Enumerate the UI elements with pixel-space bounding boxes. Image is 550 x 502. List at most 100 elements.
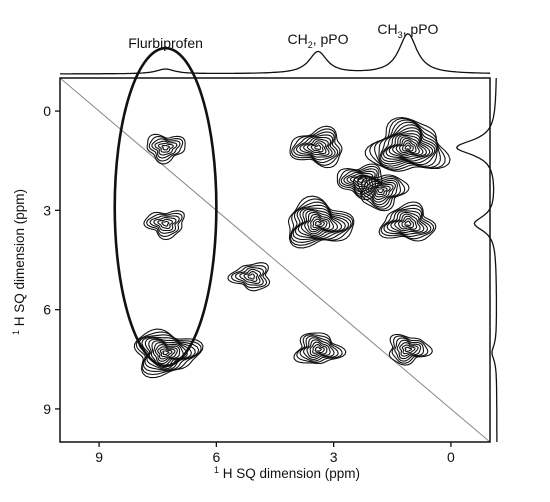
contour-line bbox=[306, 339, 331, 359]
contour-line bbox=[243, 271, 259, 282]
contour-peak bbox=[133, 328, 204, 379]
contour-line bbox=[148, 135, 184, 162]
x-axis-title-superscript: 1 bbox=[214, 465, 219, 475]
contour-line bbox=[401, 344, 416, 355]
flurbiprofen-highlight-ellipse bbox=[113, 46, 218, 368]
contour-line bbox=[380, 204, 435, 240]
x-tick-label: 6 bbox=[212, 449, 220, 465]
contour-peak bbox=[287, 195, 355, 249]
x-axis-ticks: 9 6 3 0 bbox=[95, 442, 455, 465]
contour-line bbox=[133, 328, 204, 379]
contour-line bbox=[353, 176, 368, 186]
y-tick-label: 0 bbox=[43, 103, 51, 119]
contour-line bbox=[392, 136, 424, 157]
contour-peak bbox=[227, 262, 271, 292]
contour-line bbox=[307, 213, 331, 233]
contour-line bbox=[149, 215, 180, 234]
contour-line bbox=[380, 127, 436, 164]
contour-line bbox=[162, 350, 170, 356]
contour-line bbox=[361, 177, 402, 208]
contour-line bbox=[314, 220, 322, 227]
x-tick-label: 0 bbox=[447, 449, 455, 465]
x-tick-label: 9 bbox=[95, 449, 103, 465]
peak-annotation: Flurbiprofen bbox=[128, 35, 203, 51]
contour-line bbox=[376, 188, 385, 194]
contour-line bbox=[306, 140, 327, 155]
contour-line bbox=[394, 213, 421, 232]
contour-line bbox=[289, 198, 354, 246]
contour-line bbox=[293, 332, 347, 365]
contour-line bbox=[295, 134, 336, 161]
contour-line bbox=[394, 337, 425, 362]
contour-line bbox=[299, 335, 339, 362]
contour-line bbox=[352, 174, 410, 212]
contour-peak bbox=[143, 210, 185, 241]
contour-line bbox=[303, 337, 335, 360]
contour-line bbox=[293, 131, 339, 164]
contour-line bbox=[153, 216, 177, 232]
contour-line bbox=[346, 173, 374, 190]
x-axis-title: 1 H SQ dimension (ppm) bbox=[214, 461, 360, 481]
contour-line bbox=[157, 142, 174, 153]
contour-line bbox=[299, 136, 333, 158]
contour-line bbox=[143, 210, 185, 241]
contour-line bbox=[340, 168, 378, 195]
peak-annotation: CH3, pPO bbox=[377, 21, 438, 40]
contour-line bbox=[390, 211, 425, 234]
contour-line bbox=[247, 273, 256, 280]
contour-line bbox=[310, 142, 324, 153]
y-axis-title-main: H SQ dimension (ppm) bbox=[12, 189, 27, 326]
contour-line bbox=[157, 346, 176, 360]
contour-line bbox=[239, 268, 262, 284]
contour-line bbox=[150, 340, 184, 367]
y-tick-label: 3 bbox=[43, 202, 51, 218]
contour-line bbox=[404, 346, 413, 352]
y-tick-label: 6 bbox=[43, 302, 51, 318]
contour-line bbox=[312, 218, 325, 229]
contour-line bbox=[385, 133, 431, 160]
contour-line bbox=[402, 142, 414, 152]
contour-peak bbox=[352, 174, 410, 212]
contour-line bbox=[388, 333, 433, 366]
contour-line bbox=[343, 170, 376, 193]
contour-line bbox=[357, 176, 406, 210]
top-projection-spectrum bbox=[60, 32, 490, 75]
y-tick-label: 9 bbox=[43, 401, 51, 417]
contour-line bbox=[379, 124, 437, 166]
contour-peak bbox=[293, 332, 347, 365]
contour-line bbox=[157, 218, 174, 230]
contour-line bbox=[399, 342, 419, 357]
peak-annotation: CH2, pPO bbox=[287, 31, 348, 50]
contour-line bbox=[161, 144, 170, 151]
contour-line bbox=[287, 195, 355, 249]
contour-line bbox=[161, 220, 170, 227]
diagonal-line bbox=[60, 78, 490, 442]
contour-layer bbox=[60, 78, 490, 442]
contour-line bbox=[159, 348, 173, 358]
x-tick-label: 3 bbox=[330, 449, 338, 465]
contour-line bbox=[349, 174, 371, 188]
contour-peak bbox=[146, 133, 186, 165]
contour-line bbox=[397, 215, 418, 230]
contour-line bbox=[230, 265, 268, 289]
contour-line bbox=[386, 210, 429, 235]
contour-line bbox=[314, 144, 322, 151]
contour-line bbox=[297, 208, 343, 238]
contour-line bbox=[404, 220, 412, 227]
right-projection-spectrum bbox=[455, 78, 498, 442]
contour-line bbox=[338, 165, 380, 198]
y-axis-title-superscript: 1 bbox=[11, 330, 21, 335]
contour-line bbox=[310, 216, 328, 231]
contour-line bbox=[309, 341, 328, 356]
contour-line bbox=[391, 335, 429, 364]
contour-line bbox=[314, 346, 322, 352]
contour-line bbox=[154, 344, 178, 362]
contour-line bbox=[154, 140, 178, 156]
contour-line bbox=[378, 201, 437, 242]
contour-line bbox=[289, 125, 343, 169]
contour-peak bbox=[364, 116, 451, 172]
contour-line bbox=[148, 338, 188, 369]
contour-peak bbox=[378, 201, 437, 242]
contour-line bbox=[227, 262, 271, 292]
contour-line bbox=[367, 182, 394, 200]
